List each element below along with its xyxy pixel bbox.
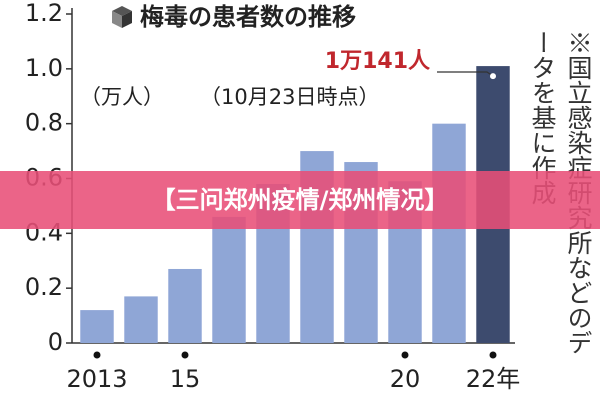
bar — [124, 296, 158, 343]
y-tick-label: 0 — [48, 328, 63, 356]
chart-title: 梅毒の患者数の推移 — [140, 3, 356, 31]
bar — [212, 216, 246, 343]
y-tick-label: 0.2 — [25, 273, 63, 301]
bar — [168, 268, 202, 343]
title-icon — [112, 6, 132, 28]
unit-label: （万人） — [80, 85, 164, 109]
date-label: （10月23日時点） — [200, 85, 379, 109]
y-tick-label: 1.0 — [25, 54, 63, 82]
x-tick-dot — [93, 351, 101, 359]
x-tick-dot — [489, 351, 497, 359]
x-tick-label: 15 — [170, 365, 201, 393]
y-tick-label: 1.2 — [25, 0, 63, 27]
x-tick-dot — [401, 351, 409, 359]
bar — [432, 123, 466, 344]
y-tick-label: 0.8 — [25, 109, 63, 137]
x-tick-label: 22年 — [466, 365, 521, 393]
x-tick-dot — [181, 351, 189, 359]
x-tick-label: 20 — [390, 365, 421, 393]
x-tick-label: 2013 — [66, 365, 127, 393]
annotation-dot — [490, 73, 496, 80]
bar — [80, 310, 114, 343]
overlay-banner: 【三问郑州疫情/郑州情况】 — [0, 171, 600, 229]
annotation: 1万141人 — [325, 49, 430, 74]
